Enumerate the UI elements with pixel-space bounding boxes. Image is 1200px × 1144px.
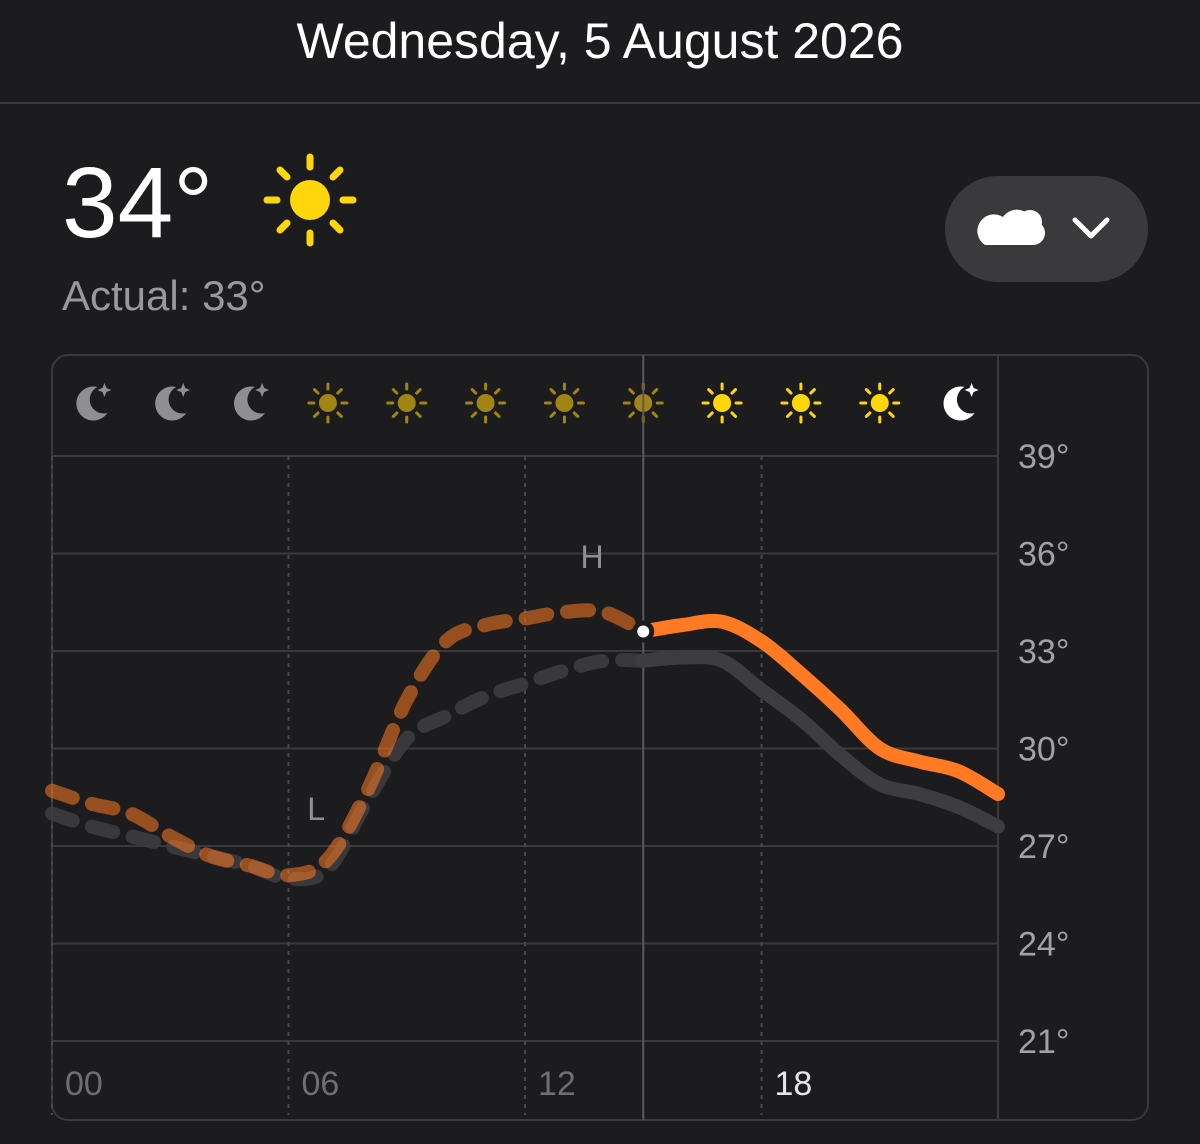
sun-ray — [415, 388, 422, 395]
actual-temperature: Actual: 33° — [62, 272, 266, 319]
y-tick-label: 24° — [1018, 926, 1069, 964]
sun-ray — [785, 388, 793, 395]
moon-icon — [233, 386, 266, 421]
sun-ray — [572, 411, 580, 418]
sun-small-icon — [476, 394, 495, 412]
sun-ray — [651, 388, 659, 395]
forecast-line — [636, 650, 1005, 834]
sun-ray — [785, 411, 793, 418]
star-icon — [97, 383, 112, 397]
x-tick-label: 18 — [775, 1065, 813, 1103]
annotation: L — [307, 791, 325, 827]
sun-ray — [888, 388, 895, 395]
moon-icon — [943, 386, 975, 421]
forecast-line — [636, 613, 1005, 801]
sun-ray — [312, 388, 320, 395]
y-tick-label: 21° — [1018, 1023, 1069, 1061]
sun-ray — [628, 411, 635, 418]
sun-icon — [263, 153, 357, 247]
sun-ray — [707, 411, 714, 418]
sun-ray — [336, 411, 343, 418]
sun-small-icon — [318, 394, 337, 412]
y-tick-label: 39° — [1018, 438, 1069, 476]
sun-ray — [707, 388, 714, 395]
condition-menu-button[interactable] — [945, 176, 1148, 282]
sun-ray — [730, 388, 738, 395]
sun-ray — [391, 411, 399, 418]
x-tick-label: 12 — [538, 1065, 576, 1103]
sun-ray — [628, 388, 635, 395]
sun-ray — [549, 411, 557, 418]
y-tick-label: 33° — [1018, 633, 1069, 671]
y-tick-label: 27° — [1018, 828, 1069, 866]
moon-icon — [155, 386, 187, 421]
sun-small-icon — [713, 394, 732, 412]
plot: 21° 24° 27° 30° 33° 36° 39° 00 06 12 18 H L — [45, 355, 1069, 1120]
sun-ray — [809, 388, 816, 395]
star-icon — [964, 383, 979, 397]
sun-ray — [470, 411, 478, 418]
y-tick-label: 36° — [1018, 536, 1069, 574]
sun-ray — [651, 411, 659, 418]
past-line — [45, 653, 651, 887]
now-dot — [637, 625, 650, 638]
sun-ray — [493, 411, 501, 418]
x-tick-label: 00 — [65, 1065, 103, 1103]
moon-icon — [76, 386, 108, 421]
star-icon — [255, 383, 270, 397]
past-line — [45, 603, 651, 883]
sun-ray — [730, 411, 738, 418]
sun-ray — [888, 411, 895, 418]
y-tick-label: 30° — [1018, 731, 1069, 769]
sun-ray — [312, 411, 320, 418]
sun-ray — [336, 388, 343, 395]
sun-ray — [470, 388, 478, 395]
sun-small-icon — [555, 394, 574, 412]
x-tick-label: 06 — [302, 1065, 340, 1103]
sun-small-icon — [397, 394, 416, 412]
hourly-icons — [76, 382, 979, 424]
star-icon — [176, 383, 191, 397]
current-temperature: 34° — [62, 147, 213, 259]
sun-ray — [415, 411, 422, 418]
sun-ray — [572, 388, 580, 395]
sun-small-icon — [870, 394, 889, 412]
sun-small-icon — [791, 394, 810, 412]
sun-ray — [493, 388, 501, 395]
sun-ray — [864, 411, 872, 418]
sun-ray — [809, 411, 816, 418]
sun-ray — [391, 388, 399, 395]
chart-panel — [51, 354, 1149, 1121]
annotation: H — [580, 539, 603, 575]
date-title: Wednesday, 5 August 2026 — [297, 13, 904, 69]
sun-ray — [864, 388, 872, 395]
sun-ray — [549, 388, 557, 395]
